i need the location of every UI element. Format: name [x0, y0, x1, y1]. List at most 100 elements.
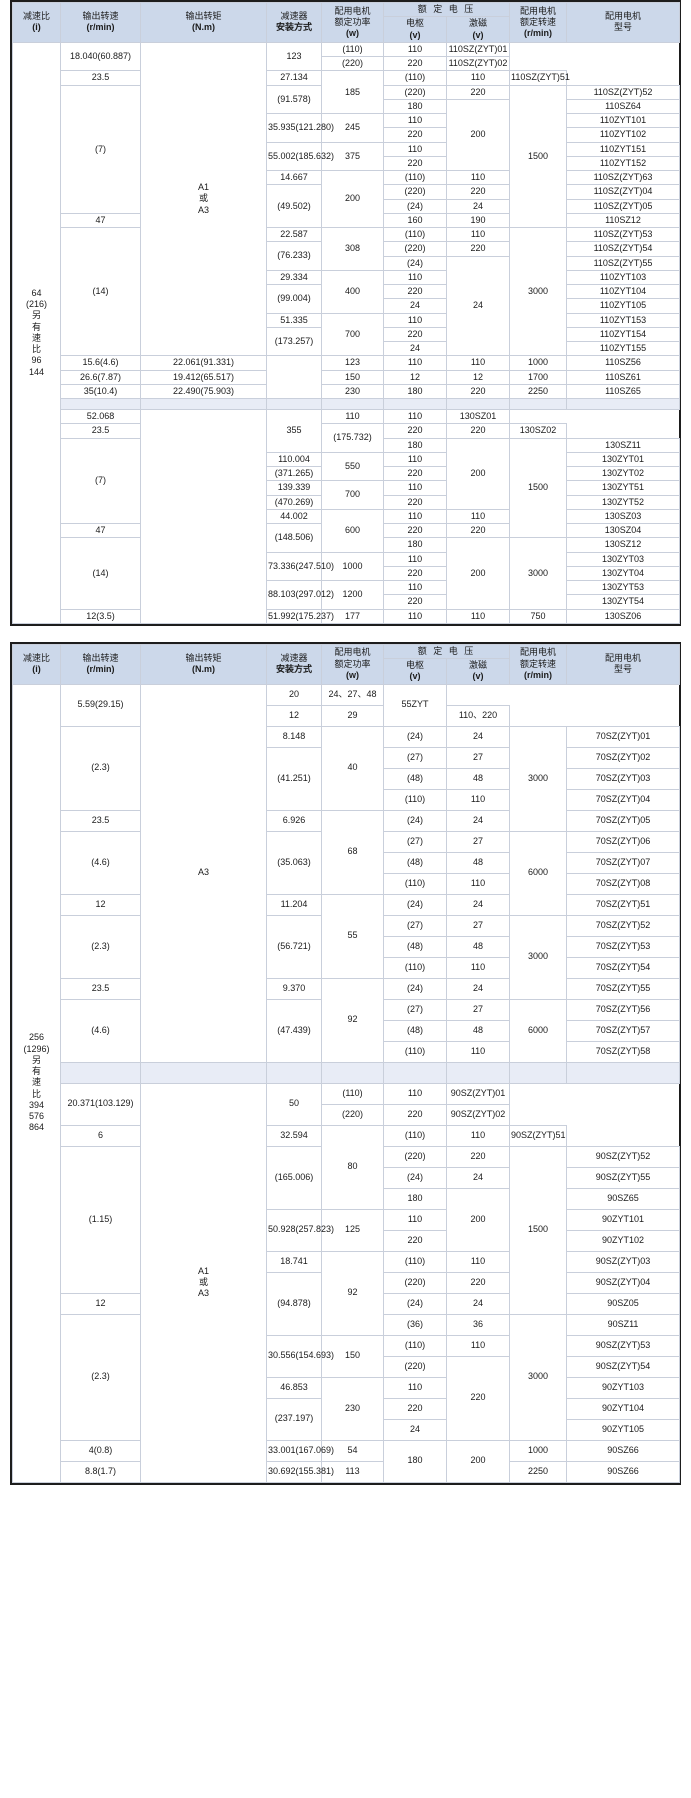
- output-speed-cell: 23.5: [60, 977, 141, 1000]
- motor-model-cell: 55ZYT: [383, 683, 447, 727]
- motor-model-cell: 110ZYT105: [566, 298, 681, 314]
- output-torque-cell: (148.506): [266, 523, 322, 553]
- table-row: 50.928(257.823) 125 110 90ZYT101: [13, 1208, 681, 1252]
- header-voltage-group: 额 定 电 压: [382, 1, 511, 18]
- header-ratio-sub: (i): [32, 22, 41, 33]
- spec-table-1-wrapper: 减速比 (i) 输出转速 (r/min) 输出转矩 (N.m) 减速器 安装方式: [10, 0, 681, 626]
- motor-model-cell: 90ZYT103: [566, 1376, 681, 1399]
- table-row: 12 (24) 24 90SZ05: [13, 1292, 681, 1315]
- output-torque-cell: 33.001(167.069): [266, 1439, 334, 1462]
- motor-power-cell: 123: [321, 355, 384, 371]
- table-row: 23.5 27.134 185 (110) 110 110SZ(ZYT)51: [13, 70, 680, 114]
- output-torque-cell: (175.732): [321, 423, 384, 453]
- spacer-cell: [383, 398, 447, 410]
- output-speed-cell: (2.3): [60, 914, 141, 979]
- spacer-cell: [321, 398, 384, 410]
- output-torque-cell: 55.002(185.632): [266, 141, 334, 171]
- motor-model-cell: 90ZYT101: [566, 1208, 681, 1231]
- armature-cell: 220: [383, 594, 447, 610]
- output-torque-cell: 22.587: [266, 226, 322, 243]
- armature-cell: (110): [383, 70, 447, 86]
- table-row: (173.257) 220 110ZYT154: [13, 326, 681, 357]
- table-row: (24) 24 110SZ(ZYT)05: [13, 198, 681, 214]
- motor-model-cell: 70SZ(ZYT)08: [566, 872, 681, 895]
- output-torque-cell: (47.439): [266, 998, 322, 1063]
- excitation-cell: 12: [445, 369, 511, 385]
- armature-cell: (27): [383, 746, 447, 769]
- output-torque-cell: (94.878): [266, 1271, 322, 1336]
- motor-model-cell: 70SZ(ZYT)52: [566, 914, 681, 937]
- table-row: (24) 24 90SZ(ZYT)55: [13, 1166, 681, 1189]
- output-torque-cell: 6.926: [266, 809, 322, 832]
- motor-model-cell: 130ZYT01: [566, 451, 681, 468]
- output-speed-cell: (4.6): [60, 830, 141, 895]
- output-torque-cell: (49.502): [266, 184, 322, 228]
- table-row: 110.004 550 110 130ZYT01: [13, 451, 681, 482]
- excitation-cell: 110: [445, 608, 511, 624]
- table-row: (99.004) 220 110ZYT104: [13, 283, 681, 314]
- header-armature: 电枢 (v): [383, 658, 447, 685]
- table-row: 29.334 400 110 110ZYT103: [13, 269, 681, 314]
- header-mounting-sub: 安装方式: [275, 22, 312, 33]
- header-output-speed: 输出转速 (r/min): [60, 643, 141, 685]
- excitation-cell: 110: [445, 169, 511, 186]
- armature-cell: 180: [383, 98, 447, 115]
- armature-cell: 110: [383, 508, 447, 525]
- header-motor-model: 配用电机 型号: [566, 2, 681, 43]
- table-row: (2.3) (36) 36 3000 90SZ11: [13, 1313, 681, 1441]
- motor-model-cell: 110SZ(ZYT)51: [509, 70, 570, 86]
- output-torque-cell: (470.269): [266, 494, 322, 510]
- armature-cell: 110: [383, 551, 447, 567]
- motor-speed-cell: 1000: [509, 1439, 568, 1462]
- motor-speed-cell: 750: [509, 608, 568, 624]
- armature-cell: 110: [321, 408, 384, 425]
- table-row: 44.002 600 110 110 130SZ03: [13, 508, 681, 553]
- table-row: 4(0.8) 33.001(167.069) 54 180 200 1000 90SZ66: [13, 1439, 681, 1483]
- motor-model-cell: 110SZ(ZYT)52: [566, 84, 681, 100]
- excitation-cell: 24: [445, 809, 511, 832]
- excitation-cell: 48: [445, 851, 511, 874]
- armature-cell: (24): [383, 255, 447, 271]
- armature-cell: 220: [383, 565, 447, 582]
- excitation-cell: 110: [445, 1250, 511, 1273]
- header-output-torque-main: 输出转矩: [185, 11, 222, 22]
- motor-model-cell: 110ZYT101: [566, 112, 681, 129]
- table-row: (48) 48 70SZ(ZYT)53: [13, 935, 681, 958]
- excitation-cell: 220: [445, 522, 511, 539]
- spacer-cell: [321, 1061, 384, 1084]
- table-row: 35(10.4) 22.490(75.903) 230 180 220 2250 110SZ…: [13, 383, 681, 400]
- table-row: (2.3) (56.721) (27) 27 3000 70SZ(ZYT)52: [13, 914, 681, 1000]
- table-row: 23.5 (175.732) 220 220 130SZ02: [13, 423, 680, 453]
- table-row: [13, 1061, 681, 1084]
- table-row: 12 11.204 55 (24) 24 70SZ(ZYT)51: [13, 893, 681, 979]
- motor-model-cell: 70SZ(ZYT)01: [566, 725, 681, 748]
- armature-cell: 110: [383, 451, 447, 468]
- output-torque-cell: (35.063): [266, 830, 322, 895]
- table-row: (48) 48 70SZ(ZYT)57: [13, 1019, 681, 1042]
- excitation-cell: 110: [445, 1124, 511, 1147]
- spacer-cell: [266, 1061, 322, 1084]
- armature-cell: (110): [321, 41, 384, 58]
- excitation-cell: 110: [445, 872, 511, 895]
- table-row: 88.103(297.012) 1200 110 130ZYT53: [13, 579, 681, 610]
- mounting-cell: [140, 409, 267, 624]
- armature-cell: (110): [383, 1250, 447, 1273]
- excitation-cell: 48: [445, 1019, 511, 1042]
- motor-speed-cell: 3000: [509, 914, 568, 1000]
- output-speed-cell: 23.5: [60, 809, 141, 832]
- motor-speed-cell: 1500: [509, 437, 568, 539]
- table-row: (76.233) (220) 220 110SZ(ZYT)54: [13, 241, 681, 271]
- motor-model-cell: 130ZYT04: [566, 565, 681, 582]
- table-row: 23.5 9.370 92 (24) 24 70SZ(ZYT)55: [13, 977, 681, 1063]
- armature-cell: 160: [383, 212, 447, 229]
- armature-cell: (220): [321, 55, 384, 72]
- excitation-cell: 24: [445, 255, 511, 357]
- excitation-cell: 190: [445, 212, 511, 229]
- armature-cell: (110): [321, 1082, 384, 1105]
- header-motor-model-sub2: 型号: [614, 22, 633, 33]
- excitation-cell: 27: [445, 998, 511, 1021]
- output-speed-cell: (7): [60, 437, 141, 524]
- armature-cell: (24): [383, 977, 447, 1000]
- table-row: 26.6(7.87) 19.412(65.517) 150 12 12 1700 110SZ…: [13, 369, 681, 385]
- motor-model-cell: 90SZ(ZYT)51: [509, 1124, 568, 1147]
